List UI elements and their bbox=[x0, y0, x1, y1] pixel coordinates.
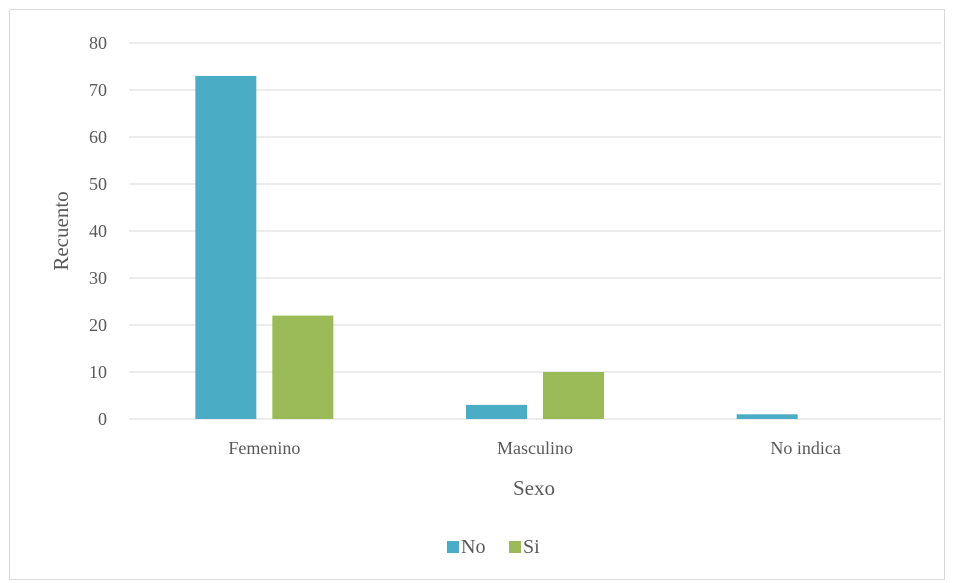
x-tick-label: Femenino bbox=[228, 438, 300, 458]
bar-no-masculino bbox=[466, 404, 527, 419]
y-tick-label: 70 bbox=[89, 80, 107, 100]
y-tick-label: 20 bbox=[89, 315, 107, 335]
y-tick-label: 10 bbox=[89, 362, 107, 382]
y-tick-labels: 0 10 20 30 40 50 60 70 80 bbox=[89, 33, 107, 429]
bar-si-femenino bbox=[272, 315, 334, 419]
gridlines bbox=[129, 42, 941, 420]
bar-si-masculino bbox=[543, 372, 604, 419]
y-axis-title: Recuento bbox=[49, 191, 73, 270]
bar-no-femenino bbox=[195, 75, 257, 420]
y-tick-label: 30 bbox=[89, 268, 107, 288]
x-tick-labels: Femenino Masculino No indica bbox=[228, 438, 841, 458]
legend-label-no: No bbox=[461, 536, 485, 558]
legend-label-si: Si bbox=[523, 536, 540, 558]
legend-swatch-no bbox=[447, 541, 459, 553]
x-axis-title: Sexo bbox=[513, 476, 555, 500]
y-tick-label: 80 bbox=[89, 33, 107, 53]
y-tick-label: 40 bbox=[89, 221, 107, 241]
x-tick-label: No indica bbox=[770, 438, 840, 458]
bars bbox=[195, 75, 798, 420]
y-tick-label: 0 bbox=[98, 409, 107, 429]
y-tick-label: 50 bbox=[89, 174, 107, 194]
x-tick-label: Masculino bbox=[497, 438, 573, 458]
bar-no-no-indica bbox=[736, 414, 798, 419]
chart-frame bbox=[9, 9, 945, 580]
legend: No Si bbox=[447, 536, 540, 558]
legend-swatch-si bbox=[509, 541, 521, 553]
y-tick-label: 60 bbox=[89, 127, 107, 147]
